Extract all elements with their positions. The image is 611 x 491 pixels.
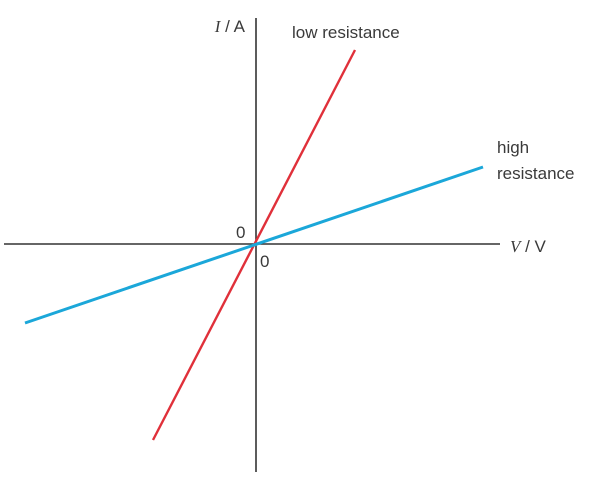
x-axis-label: V / V <box>510 237 547 256</box>
line-label: resistance <box>497 164 574 183</box>
line-label: low resistance <box>292 23 400 42</box>
origin-label: 0 <box>260 252 269 271</box>
high-resistance-line <box>24 165 484 325</box>
y-axis-unit: / A <box>220 17 245 36</box>
x-axis-unit: / V <box>520 237 546 256</box>
origin-label: 0 <box>236 223 245 242</box>
y-axis-symbol: I <box>214 17 222 36</box>
y-axis-label: I / A <box>214 17 246 36</box>
line-label: high <box>497 138 529 157</box>
x-axis-symbol: V <box>510 237 523 256</box>
